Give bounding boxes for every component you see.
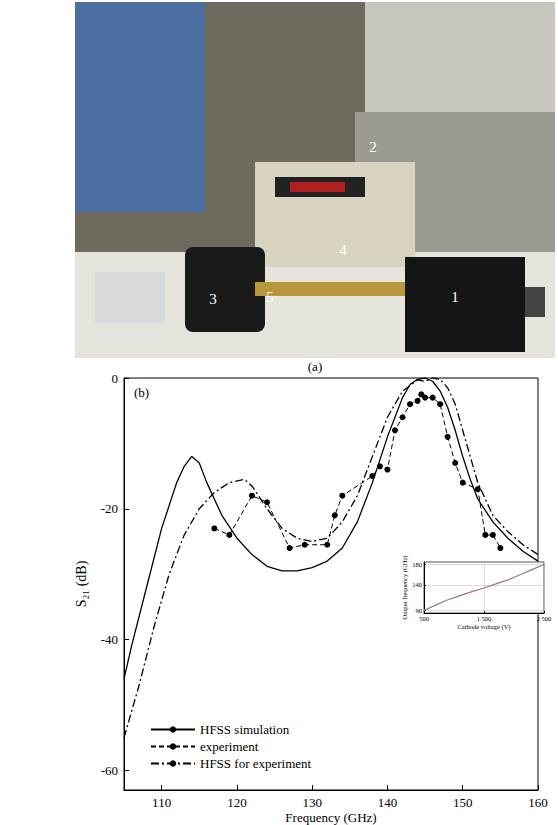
svg-text:-40: -40 xyxy=(101,632,118,647)
svg-text:1 500: 1 500 xyxy=(477,615,492,622)
svg-text:(b): (b) xyxy=(134,385,149,400)
svg-text:HFSS for experiment: HFSS for experiment xyxy=(200,756,312,771)
html-text:(a): (a) xyxy=(307,359,323,374)
svg-text:Frequency (GHz): Frequency (GHz) xyxy=(285,810,376,825)
svg-text:160: 160 xyxy=(528,795,548,810)
svg-text:500: 500 xyxy=(419,615,429,622)
svg-text:0: 0 xyxy=(112,371,119,386)
svg-text:120: 120 xyxy=(227,795,247,810)
svg-text:5: 5 xyxy=(266,289,274,305)
svg-text:Cathode voltage (V): Cathode voltage (V) xyxy=(457,623,510,631)
svg-text:110: 110 xyxy=(152,795,171,810)
svg-text:experiment: experiment xyxy=(200,739,259,754)
svg-text:2 500: 2 500 xyxy=(537,615,552,622)
svg-text:150: 150 xyxy=(453,795,473,810)
svg-text:-20: -20 xyxy=(101,501,118,516)
svg-text:-60: -60 xyxy=(101,763,118,778)
svg-text:HFSS simulation: HFSS simulation xyxy=(200,722,290,737)
svg-text:3: 3 xyxy=(209,291,217,307)
svg-text:1: 1 xyxy=(451,289,459,305)
svg-text:130: 130 xyxy=(302,795,322,810)
svg-text:Output frequency (GHz): Output frequency (GHz) xyxy=(401,556,409,620)
svg-text:2: 2 xyxy=(369,139,377,155)
svg-text:140: 140 xyxy=(378,795,398,810)
svg-text:140: 140 xyxy=(412,581,422,588)
svg-text:4: 4 xyxy=(339,242,347,258)
svg-text:90: 90 xyxy=(416,607,423,614)
svg-text:180: 180 xyxy=(412,561,422,568)
svg-text:S₂₁ (dB): S₂₁ (dB) xyxy=(74,560,90,607)
